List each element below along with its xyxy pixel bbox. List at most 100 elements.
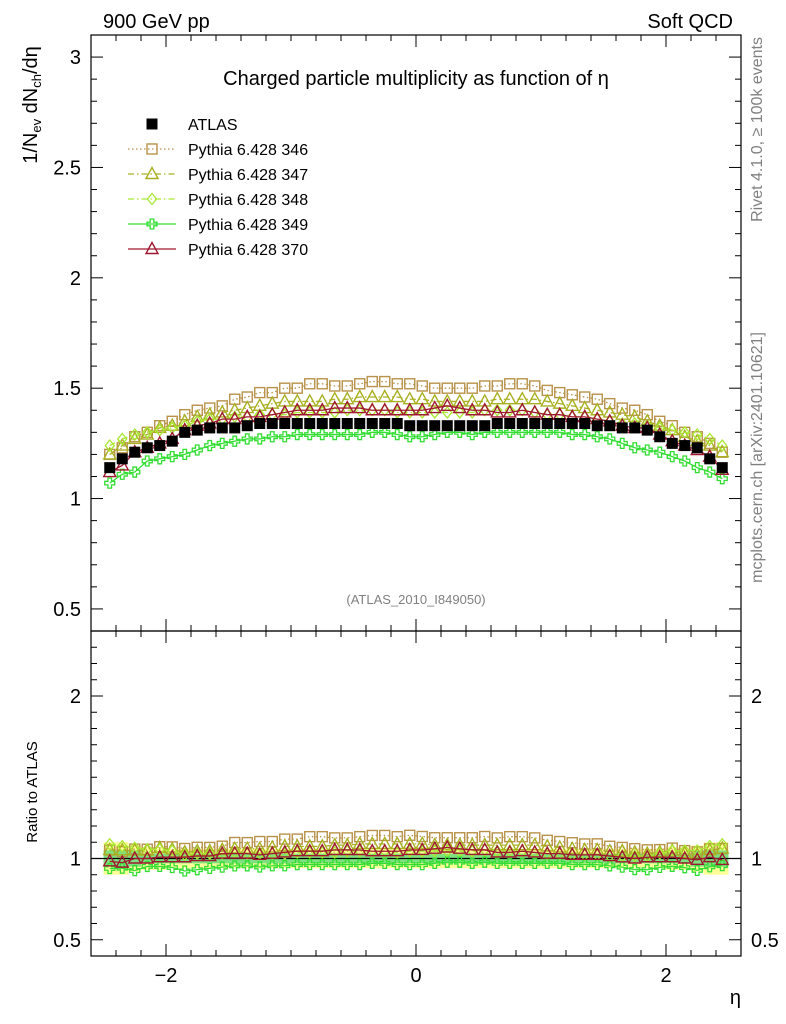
ratio-point (365, 843, 380, 857)
data-point (191, 444, 203, 456)
ratio-point (679, 844, 691, 858)
data-point (354, 418, 366, 430)
ratio-point (479, 856, 491, 868)
ratio-point (715, 851, 730, 866)
data-point (404, 431, 416, 443)
ratio-point (702, 842, 717, 856)
ratio-point (704, 861, 716, 873)
ratio-point (204, 841, 216, 854)
data-point (104, 439, 116, 453)
ratio-point (640, 849, 655, 863)
data-point (602, 404, 617, 418)
legend-marker (146, 218, 158, 230)
series-atlas (104, 418, 728, 474)
ratio-point (352, 835, 367, 850)
ratio-point (241, 860, 253, 872)
ratio-point (504, 857, 516, 870)
ratio-point (527, 837, 542, 851)
data-point (354, 378, 366, 390)
data-point (215, 404, 230, 418)
ratio-point (304, 858, 316, 871)
data-point (441, 382, 453, 394)
ratio-point (502, 844, 517, 858)
ratio-point (554, 857, 566, 870)
data-point (316, 428, 328, 441)
ratio-point (404, 829, 416, 841)
data-point (479, 380, 491, 392)
legend-item: Pythia 6.428 346 (128, 142, 308, 159)
data-point (629, 422, 641, 434)
data-point (577, 400, 592, 414)
data-point (352, 400, 367, 414)
data-point (515, 391, 530, 405)
ratio-y-tick-label-right: 1 (751, 849, 762, 871)
ratio-point (490, 837, 505, 851)
ratio-point (291, 858, 303, 871)
data-point (629, 442, 641, 454)
legend-item: Pythia 6.428 348 (128, 192, 308, 209)
data-point (365, 402, 380, 416)
ratio-point (666, 860, 678, 872)
ratio-point (602, 848, 617, 862)
data-point (552, 395, 567, 409)
ratio-point (216, 840, 228, 852)
data-point (315, 393, 330, 407)
legend-label: ATLAS (188, 117, 238, 134)
legend-marker (146, 118, 158, 130)
ratio-point (504, 830, 516, 843)
data-point (141, 425, 153, 439)
data-point (616, 422, 628, 434)
data-point (254, 386, 266, 399)
data-point (579, 428, 591, 441)
ratio-point (465, 841, 480, 856)
ratio-point (565, 846, 580, 861)
legend-label: Pythia 6.428 348 (188, 192, 308, 209)
data-point (391, 378, 403, 390)
ratio-panel: −2 0 2 0.5 0.5 1 1 2 2 Ratio to ATLAS η (24, 630, 779, 1009)
ratio-point (204, 862, 216, 874)
data-point (229, 410, 241, 424)
data-point (454, 382, 466, 394)
ratio-point (616, 861, 628, 873)
ratio-point (177, 849, 192, 863)
data-point (390, 389, 405, 403)
data-point (704, 466, 716, 478)
data-point (502, 391, 517, 405)
ratio-point (104, 862, 116, 875)
data-point (341, 428, 353, 441)
ratio-point (290, 843, 305, 857)
data-point (377, 389, 392, 403)
ratio-point (391, 858, 403, 871)
legend-marker (146, 143, 158, 155)
ratio-point (690, 851, 705, 866)
ratio-point (441, 856, 453, 868)
ratio-point (152, 849, 167, 863)
data-point (516, 378, 528, 390)
main-y-tick-label: 2.5 (53, 157, 81, 179)
data-point (227, 402, 242, 416)
ratio-series-line (109, 861, 723, 872)
ratio-point (516, 857, 528, 870)
legend-item: Pythia 6.428 349 (128, 217, 308, 234)
ratio-point (354, 858, 366, 871)
ratio-point (490, 844, 505, 858)
ratio-point (641, 844, 653, 856)
chart-title: Charged particle multiplicity as functio… (223, 68, 609, 90)
legend-item: Pythia 6.428 347 (128, 166, 308, 184)
ratio-point (515, 843, 530, 857)
ratio-point (579, 858, 591, 871)
data-point (290, 393, 305, 407)
ratio-point (154, 842, 166, 856)
ratio-point (629, 842, 641, 855)
ratio-point (691, 864, 703, 877)
data-point (154, 440, 166, 452)
data-point (416, 420, 428, 432)
ratio-point (427, 840, 442, 854)
data-point (566, 428, 578, 441)
data-point (477, 393, 492, 407)
data-point (104, 462, 116, 474)
ratio-point (540, 845, 555, 859)
x-tick-label: −2 (155, 965, 178, 987)
data-point (327, 400, 342, 414)
data-point (465, 393, 480, 407)
